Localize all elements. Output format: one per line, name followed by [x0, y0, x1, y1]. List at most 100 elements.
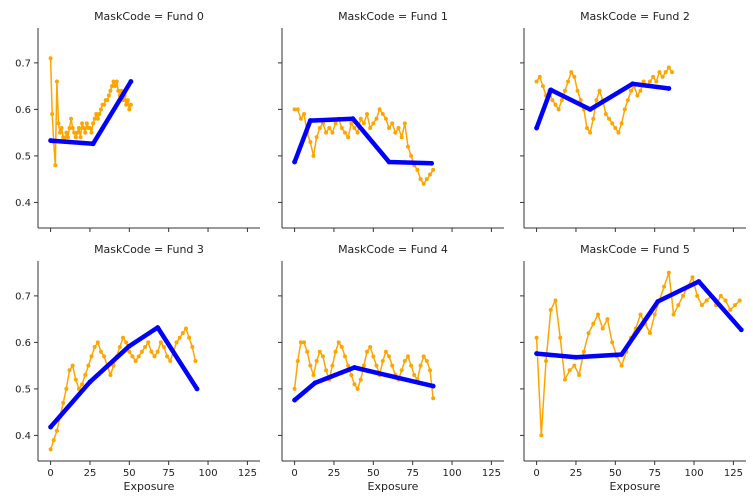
observed-point	[302, 112, 307, 117]
panel-title: MaskCode = Fund 0	[94, 10, 204, 23]
observed-point	[69, 116, 74, 121]
observed-point	[402, 359, 407, 363]
observed-point	[380, 359, 385, 363]
observed-point	[575, 88, 580, 93]
observed-point	[339, 126, 344, 130]
fitted-point	[292, 397, 297, 403]
observed-point	[424, 359, 429, 363]
panel-0: MaskCode = Fund 0 0.4 0.5 0.6 0.7	[15, 10, 260, 232]
observed-point	[418, 363, 423, 368]
observed-point	[578, 98, 583, 103]
observed-point	[342, 354, 347, 359]
x-tick-label: 100	[684, 468, 703, 479]
panel-title: MaskCode = Fund 1	[338, 10, 448, 23]
observed-point	[428, 172, 432, 177]
observed-point	[596, 312, 600, 317]
observed-point	[591, 116, 596, 121]
observed-point	[652, 312, 657, 317]
x-tick-label: 100	[198, 468, 217, 479]
observed-point	[567, 368, 572, 373]
fitted-point	[534, 351, 539, 356]
observed-point	[428, 368, 432, 373]
observed-point	[431, 396, 436, 401]
observed-point	[699, 303, 704, 308]
observed-point	[387, 354, 392, 359]
observed-point	[387, 126, 392, 130]
observed-point	[399, 135, 404, 140]
observed-point	[605, 317, 610, 322]
observed-point	[662, 284, 667, 289]
observed-point	[647, 331, 652, 336]
x-tick-label: 50	[123, 468, 136, 479]
fitted-point	[194, 386, 200, 392]
panel-1: MaskCode = Fund 1	[278, 10, 504, 232]
observed-point	[660, 74, 665, 79]
fitted-point	[155, 325, 161, 330]
observed-point	[619, 363, 624, 368]
observed-point	[333, 121, 338, 126]
observed-point	[663, 70, 668, 75]
fitted-point	[655, 299, 661, 304]
panel-title: MaskCode = Fund 2	[580, 10, 690, 23]
observed-point	[146, 340, 151, 345]
observed-point	[374, 363, 379, 368]
observed-point	[558, 335, 563, 340]
observed-point	[121, 335, 126, 340]
observed-point	[405, 144, 410, 149]
observed-point	[95, 116, 100, 121]
observed-point	[613, 126, 618, 130]
observed-point	[409, 153, 414, 158]
observed-point	[607, 116, 612, 121]
observed-point	[671, 312, 676, 317]
observed-point	[537, 74, 542, 79]
fitted-point	[573, 354, 579, 360]
fitted-point	[534, 125, 539, 131]
y-tick-label: 0.5	[15, 384, 31, 395]
fitted-point	[352, 365, 357, 370]
observed-point	[588, 130, 593, 135]
observed-point	[92, 345, 97, 350]
observed-point	[562, 88, 567, 93]
y-tick-label: 0.6	[15, 105, 31, 116]
observed-point	[412, 372, 417, 377]
observed-point	[168, 359, 173, 363]
observed-point	[377, 107, 382, 112]
observed-point	[298, 340, 303, 345]
observed-point	[89, 130, 94, 135]
observed-point	[544, 359, 549, 363]
fitted-point	[696, 279, 702, 284]
panel-2: MaskCode = Fund 2	[520, 10, 746, 232]
observed-point	[308, 363, 313, 368]
y-tick-label: 0.7	[15, 291, 31, 302]
observed-point	[610, 121, 615, 126]
observed-point	[50, 112, 55, 117]
observed-point	[305, 349, 310, 354]
observed-point	[65, 135, 70, 140]
observed-point	[402, 121, 407, 126]
observed-point	[654, 79, 659, 84]
fitted-point	[128, 79, 134, 84]
observed-point	[80, 121, 85, 126]
observed-point	[581, 349, 586, 354]
observed-point	[584, 126, 589, 130]
observed-point	[365, 349, 370, 354]
observed-point	[704, 298, 709, 303]
observed-point	[110, 84, 114, 89]
observed-point	[111, 363, 116, 368]
observed-point	[371, 354, 376, 359]
observed-point	[117, 345, 122, 350]
observed-point	[84, 121, 89, 126]
fitted-series-line	[292, 365, 436, 403]
fitted-point	[666, 86, 672, 91]
observed-point	[317, 349, 322, 354]
observed-point	[737, 298, 742, 303]
observed-point	[51, 438, 56, 443]
fitted-point	[48, 138, 53, 143]
panel-4: MaskCode = Fund 4 0 25 50 75 100 125 Exposure	[278, 243, 504, 493]
x-tick-label: 0	[47, 468, 53, 479]
observed-point	[98, 107, 103, 112]
observed-point	[320, 354, 325, 359]
observed-point	[94, 112, 99, 117]
y-tick-label: 0.4	[15, 198, 31, 209]
observed-point	[539, 433, 544, 438]
